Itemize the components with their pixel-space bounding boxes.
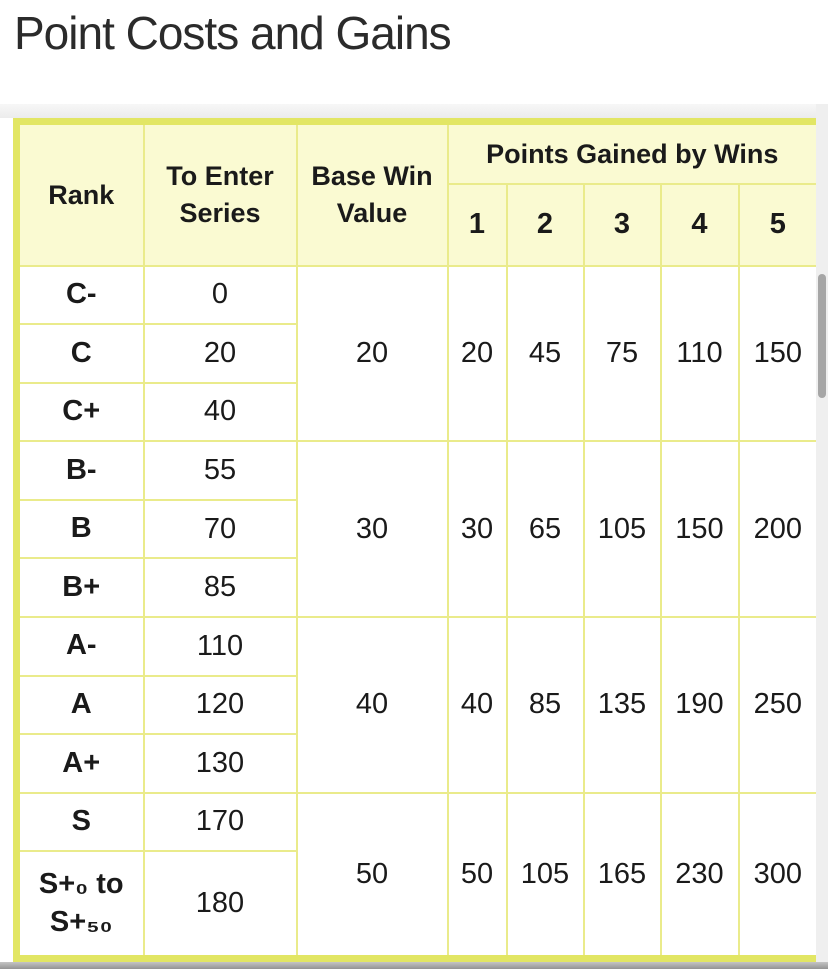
wins-2-cell: 105 [505,791,585,960]
table-row: B+ 85 [15,557,820,618]
to-enter-cell: 130 [142,733,298,794]
wins-2-cell: 65 [505,440,585,618]
table-row: A 120 [15,674,820,736]
wins-3-cell: 165 [582,791,662,960]
wins-2-cell: 45 [505,264,585,443]
scrollbar-thumb[interactable] [818,274,826,398]
wins-5-cell: 300 [737,791,821,960]
wins-3-cell: 135 [582,615,662,794]
wins-2-cell: 85 [505,615,585,794]
wins-1-cell: 50 [446,791,508,960]
to-enter-cell: 170 [142,791,298,853]
wins-4-cell: 190 [659,615,740,794]
to-enter-cell: 180 [142,850,298,960]
rank-cell: A+ [15,733,145,794]
header-win-count-5: 5 [737,182,821,267]
rank-cell: C+ [15,381,145,443]
top-shade [0,104,828,118]
base-win-value-cell: 40 [295,615,449,794]
to-enter-cell: 110 [142,615,298,677]
table-row: A+ 130 [15,733,820,794]
base-win-value-cell: 30 [295,440,449,618]
wins-5-cell: 200 [737,440,821,618]
wins-3-cell: 105 [582,440,662,618]
bottom-shade [0,962,828,969]
wins-4-cell: 230 [659,791,740,960]
wins-5-cell: 250 [737,615,821,794]
rank-cell: B- [15,440,145,501]
header-to-enter-series: To Enter Series [142,120,298,267]
wins-4-cell: 150 [659,440,740,618]
rank-cell: B+ [15,557,145,618]
to-enter-cell: 0 [142,264,298,326]
table-scroll-viewport: Rank To Enter Series Base Win Value Poin… [0,104,828,969]
table-row: S+₀ to S+₅₀ 180 [15,850,820,960]
rank-cell: A [15,674,145,736]
to-enter-cell: 55 [142,440,298,501]
scrollbar-track[interactable] [816,104,828,962]
table-row: C+ 40 [15,381,820,443]
to-enter-cell: 40 [142,381,298,443]
wins-5-cell: 150 [737,264,821,443]
table-row: S 170 50 50 105 165 230 300 [15,791,821,960]
point-costs-table: Rank To Enter Series Base Win Value Poin… [13,118,824,962]
to-enter-cell: 85 [142,557,298,618]
table-row: A- 110 40 40 85 135 190 250 [15,615,821,794]
wins-1-cell: 20 [446,264,508,443]
to-enter-cell: 120 [142,674,298,736]
rank-cell: S+₀ to S+₅₀ [15,850,145,960]
to-enter-cell: 70 [142,498,298,560]
header-win-count-4: 4 [659,182,740,267]
to-enter-cell: 20 [142,323,298,384]
header-win-count-3: 3 [582,182,662,267]
wins-1-cell: 40 [446,615,508,794]
table-row: C- 0 20 20 45 75 110 150 [15,264,821,443]
table-row: B 70 [15,498,820,560]
rank-cell: B [15,498,145,560]
rank-cell: A- [15,615,145,677]
header-base-win-value: Base Win Value [295,120,449,267]
page-title: Point Costs and Gains [14,7,452,59]
rank-cell: C- [15,264,145,326]
base-win-value-cell: 20 [295,264,449,443]
header-rank: Rank [15,120,145,267]
header-win-count-1: 1 [446,182,508,267]
wins-4-cell: 110 [659,264,740,443]
base-win-value-cell: 50 [295,791,449,960]
wins-1-cell: 30 [446,440,508,618]
header-win-count-2: 2 [505,182,585,267]
wins-3-cell: 75 [582,264,662,443]
table-row: B- 55 30 30 65 105 150 200 [15,440,821,618]
table-row: C 20 [15,323,820,384]
rank-cell: C [15,323,145,384]
rank-cell: S [15,791,145,853]
header-points-gained-by-wins: Points Gained by Wins [446,120,821,185]
